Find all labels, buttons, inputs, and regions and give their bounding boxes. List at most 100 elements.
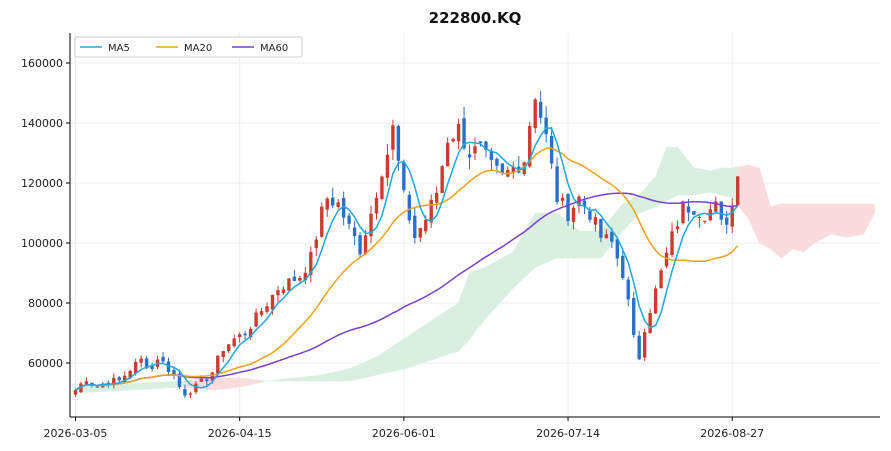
candle-body xyxy=(571,207,576,222)
candle-body xyxy=(336,202,340,208)
cloud-segment xyxy=(710,169,717,194)
candle-body xyxy=(686,206,691,213)
candle-body xyxy=(495,158,499,166)
candle-body xyxy=(177,373,182,388)
candle-body xyxy=(117,377,121,381)
candle-body xyxy=(478,141,483,143)
cloud-segment xyxy=(310,375,317,382)
candle-body xyxy=(248,329,253,338)
cloud-segment xyxy=(649,176,656,210)
candle-body xyxy=(314,239,318,249)
cloud-segment xyxy=(852,203,859,237)
cloud-segment xyxy=(452,302,459,354)
candle-body xyxy=(194,383,198,393)
candles xyxy=(73,91,740,399)
cloud-segment xyxy=(469,270,476,340)
candle-body xyxy=(588,210,592,220)
x-tick-label: 2026-03-05 xyxy=(44,427,108,440)
candle-body xyxy=(549,135,554,164)
y-tick-label: 140000 xyxy=(21,117,63,130)
cloud-segment xyxy=(474,268,481,333)
cloud-segment xyxy=(283,378,290,382)
candle-body xyxy=(451,138,455,142)
candle-body xyxy=(511,166,516,173)
y-tick-label: 160000 xyxy=(21,57,63,70)
cloud-segment xyxy=(562,216,569,259)
cloud-segment xyxy=(770,205,777,255)
y-tick-label: 60000 xyxy=(28,357,63,370)
cloud-segment xyxy=(430,316,437,361)
candle-body xyxy=(434,192,439,203)
candle-body xyxy=(325,198,329,210)
cloud-segment xyxy=(376,352,383,376)
candle-body xyxy=(593,217,598,225)
candle-body xyxy=(123,375,127,383)
candle-body xyxy=(188,393,193,395)
cloud-segment xyxy=(425,320,432,363)
cloud-segment xyxy=(409,331,416,368)
cloud-segment xyxy=(573,225,580,259)
cloud-segment xyxy=(480,266,487,326)
x-tick-label: 2026-08-27 xyxy=(700,427,764,440)
cloud-segment xyxy=(441,309,448,357)
cloud-segment xyxy=(786,203,793,255)
cloud-segment xyxy=(392,342,399,372)
cloud-segment xyxy=(337,369,344,382)
candle-body xyxy=(697,216,702,218)
cloud-segment xyxy=(551,212,558,261)
cloud-segment xyxy=(824,203,832,238)
cloud-segment xyxy=(797,203,804,253)
cloud-segment xyxy=(857,203,864,236)
candle-body xyxy=(653,288,658,314)
candle-body xyxy=(429,199,433,223)
candle-body xyxy=(675,226,680,230)
candle-body xyxy=(456,123,461,142)
candle-body xyxy=(489,151,494,160)
cloud-segment xyxy=(277,378,284,382)
candle-body xyxy=(221,351,225,357)
candle-body xyxy=(112,377,116,386)
legend-label-ma5: MA5 xyxy=(108,43,130,54)
candle-body xyxy=(664,252,669,267)
candle-body xyxy=(566,194,570,222)
cloud-segment xyxy=(655,161,662,208)
cloud-segment xyxy=(726,167,733,199)
cloud-segment xyxy=(863,203,870,235)
cloud-segment xyxy=(447,306,454,356)
axes: 60000 80000 100000 120000 140000 160000 2026-0… xyxy=(21,33,880,440)
cloud-segment xyxy=(359,361,366,379)
candle-body xyxy=(150,366,154,370)
cloud-segment xyxy=(545,212,552,263)
cloud-segment xyxy=(819,203,826,241)
candle-body xyxy=(254,312,258,327)
cloud-segment xyxy=(272,379,279,382)
cloud-segment xyxy=(288,377,295,382)
candle-body xyxy=(659,270,663,289)
candle-body xyxy=(599,218,603,238)
candle-body xyxy=(544,117,548,135)
candle-body xyxy=(714,201,718,212)
cloud-segment xyxy=(485,263,492,319)
grid xyxy=(70,33,880,417)
cloud-segment xyxy=(129,383,136,391)
cloud-segment xyxy=(518,231,525,284)
cloud-segment xyxy=(792,203,799,251)
cloud-segment xyxy=(458,287,465,352)
cloud-segment xyxy=(660,146,667,205)
candle-body xyxy=(369,213,373,237)
candle-body xyxy=(374,197,379,214)
candle-body xyxy=(227,344,231,351)
chart-title: 222800.KQ xyxy=(429,9,522,27)
candle-body xyxy=(90,382,94,385)
cloud-segment xyxy=(436,313,443,359)
candle-body xyxy=(396,125,401,161)
candle-body xyxy=(199,378,204,382)
cloud-segment xyxy=(502,254,509,301)
candle-body xyxy=(243,333,247,336)
cloud-segment xyxy=(266,380,273,382)
candle-body xyxy=(637,335,641,360)
cloud-segment xyxy=(118,383,126,391)
cloud-segment xyxy=(124,383,131,391)
cloud-segment xyxy=(616,203,624,239)
cloud-segment xyxy=(463,272,470,346)
